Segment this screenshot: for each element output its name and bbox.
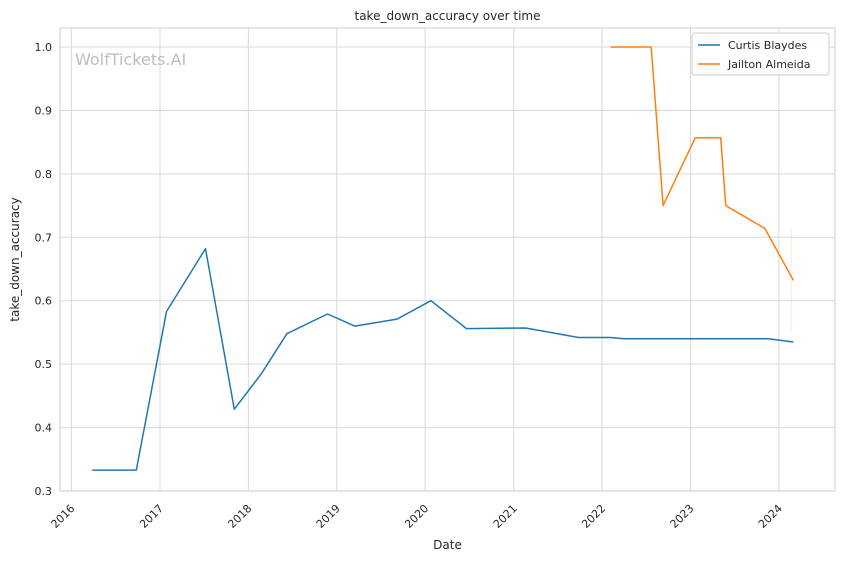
- legend-label: Jailton Almeida: [727, 58, 810, 71]
- legend-box: [691, 32, 830, 76]
- x-tick-label: 2019: [314, 502, 343, 531]
- x-tick-label: 2017: [137, 502, 166, 531]
- x-tick-label: 2022: [579, 502, 608, 531]
- y-tick-label: 0.5: [35, 358, 53, 371]
- y-tick-label: 0.9: [35, 104, 53, 117]
- y-tick-label: 1.0: [35, 41, 53, 54]
- series-line-1: [610, 46, 795, 281]
- x-tick-label: 2023: [668, 502, 697, 531]
- y-axis: 0.3 0.4 0.5 0.6 0.7 0.8 0.9 1.0: [35, 41, 53, 498]
- y-tick-label: 0.4: [35, 422, 53, 435]
- y-tick-label: 0.3: [35, 485, 53, 498]
- watermark: WolfTickets.AI: [75, 50, 186, 69]
- y-tick-label: 0.8: [35, 168, 53, 181]
- x-tick-label: 2018: [225, 502, 254, 531]
- legend: Curtis Blaydes Jailton Almeida: [691, 32, 830, 76]
- plot-area: [59, 27, 836, 492]
- grid-lines: [60, 28, 835, 492]
- y-tick-label: 0.7: [35, 231, 53, 244]
- x-axis-label: Date: [433, 538, 462, 552]
- x-axis: 2016 2017 2018 2019 2020 2021 2022 2023 2024: [49, 502, 785, 531]
- x-tick-label: 2020: [402, 502, 431, 531]
- series-layer: [92, 46, 795, 471]
- legend-label: Curtis Blaydes: [728, 39, 807, 52]
- y-tick-label: 0.6: [35, 295, 53, 308]
- chart-title: take_down_accuracy over time: [355, 9, 541, 23]
- x-tick-label: 2021: [491, 502, 520, 531]
- y-axis-label: take_down_accuracy: [8, 197, 22, 321]
- series-line-0: [92, 247, 794, 471]
- x-tick-label: 2016: [49, 502, 78, 531]
- x-tick-label: 2024: [756, 502, 785, 531]
